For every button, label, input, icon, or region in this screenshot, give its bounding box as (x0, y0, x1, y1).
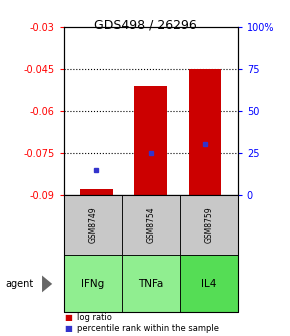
Bar (189, 69, 222, 195)
Text: percentile rank within the sample: percentile rank within the sample (77, 324, 219, 333)
Text: TNFa: TNFa (138, 279, 164, 289)
Text: GSM8749: GSM8749 (88, 207, 97, 244)
Text: GSM8754: GSM8754 (146, 207, 155, 244)
Text: log ratio: log ratio (77, 313, 112, 322)
Bar (135, 86, 167, 195)
Text: GDS498 / 26296: GDS498 / 26296 (94, 18, 196, 32)
Text: IFNg: IFNg (81, 279, 104, 289)
Text: ■: ■ (64, 324, 72, 333)
Bar (80, 189, 113, 195)
Text: GSM8759: GSM8759 (204, 207, 213, 244)
Text: agent: agent (6, 279, 34, 289)
Text: ■: ■ (64, 313, 72, 322)
Text: IL4: IL4 (201, 279, 217, 289)
